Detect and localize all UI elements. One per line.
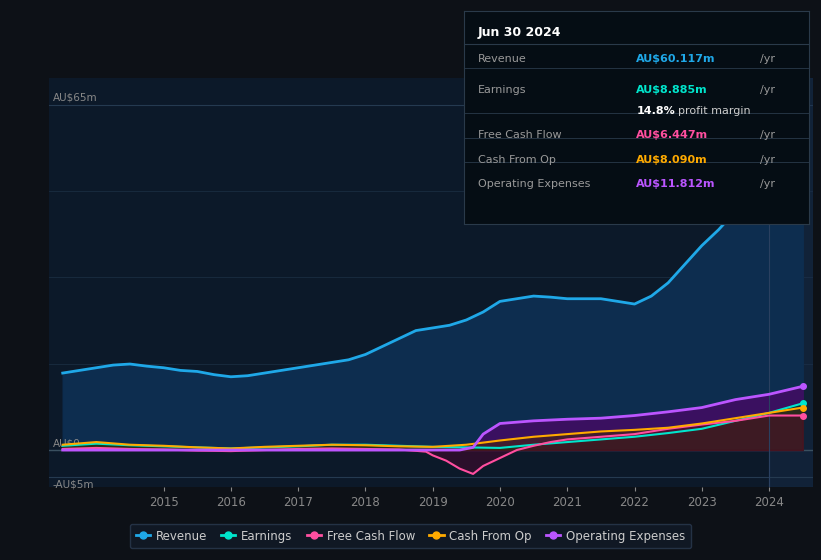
Text: 14.8%: 14.8%	[636, 106, 675, 116]
Text: Free Cash Flow: Free Cash Flow	[478, 130, 562, 141]
Text: AU$6.447m: AU$6.447m	[636, 130, 709, 141]
Text: Cash From Op: Cash From Op	[478, 155, 556, 165]
Text: Operating Expenses: Operating Expenses	[478, 179, 590, 189]
Bar	[769, 78, 813, 487]
Legend: Revenue, Earnings, Free Cash Flow, Cash From Op, Operating Expenses: Revenue, Earnings, Free Cash Flow, Cash …	[130, 524, 691, 548]
Text: -AU$5m: -AU$5m	[53, 479, 94, 489]
Text: /yr: /yr	[760, 85, 775, 95]
Text: /yr: /yr	[760, 130, 775, 141]
Text: /yr: /yr	[760, 155, 775, 165]
Text: AU$8.090m: AU$8.090m	[636, 155, 708, 165]
Text: AU$8.885m: AU$8.885m	[636, 85, 708, 95]
Text: Revenue: Revenue	[478, 54, 526, 64]
Text: /yr: /yr	[760, 54, 775, 64]
Text: Jun 30 2024: Jun 30 2024	[478, 26, 562, 39]
Text: AU$0: AU$0	[53, 438, 80, 449]
Text: Earnings: Earnings	[478, 85, 526, 95]
Text: AU$11.812m: AU$11.812m	[636, 179, 716, 189]
Text: /yr: /yr	[760, 179, 775, 189]
Text: AU$60.117m: AU$60.117m	[636, 54, 716, 64]
Text: AU$65m: AU$65m	[53, 92, 97, 102]
Text: profit margin: profit margin	[677, 106, 750, 116]
